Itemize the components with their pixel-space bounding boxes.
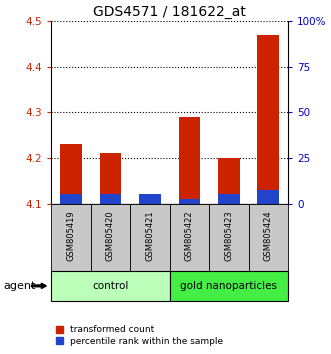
Bar <box>218 158 240 204</box>
Bar <box>139 194 161 204</box>
Bar <box>100 153 121 204</box>
Bar <box>51 271 169 301</box>
Bar <box>258 35 279 204</box>
Bar <box>130 204 169 271</box>
Bar <box>249 204 288 271</box>
Text: GSM805421: GSM805421 <box>145 211 155 261</box>
Bar <box>169 204 209 271</box>
Bar <box>60 144 82 204</box>
Bar <box>100 194 121 204</box>
Bar <box>139 199 161 204</box>
Text: GSM805419: GSM805419 <box>67 211 75 261</box>
Bar <box>51 204 91 271</box>
Bar <box>258 190 279 204</box>
Bar <box>60 194 82 204</box>
Bar <box>209 204 249 271</box>
Text: GSM805420: GSM805420 <box>106 211 115 261</box>
Legend: transformed count, percentile rank within the sample: transformed count, percentile rank withi… <box>56 325 223 346</box>
Bar <box>178 117 200 204</box>
Text: GSM805423: GSM805423 <box>224 211 233 261</box>
Text: GSM805422: GSM805422 <box>185 211 194 261</box>
Bar <box>218 194 240 204</box>
Bar <box>91 204 130 271</box>
Bar <box>178 199 200 204</box>
Title: GDS4571 / 181622_at: GDS4571 / 181622_at <box>93 5 246 19</box>
Text: gold nanoparticles: gold nanoparticles <box>180 281 277 291</box>
Text: GSM805424: GSM805424 <box>264 211 273 261</box>
Text: agent: agent <box>3 281 36 291</box>
Text: control: control <box>92 281 129 291</box>
Bar <box>169 271 288 301</box>
